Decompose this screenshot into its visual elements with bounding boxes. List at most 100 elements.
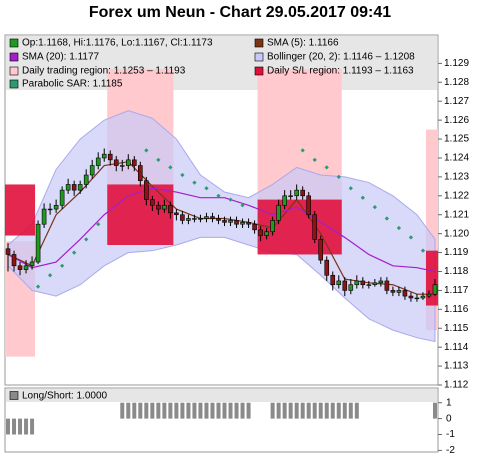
candle-body xyxy=(119,165,125,167)
legend-label: SMA (20): 1.1177 xyxy=(22,52,100,63)
long-short-bar xyxy=(222,402,227,419)
legend-label: Daily trading region: 1.1253 – 1.1193 xyxy=(22,66,186,77)
candle-body xyxy=(29,261,35,267)
sar-dot xyxy=(240,203,245,208)
long-short-bar xyxy=(288,402,293,419)
candle-body xyxy=(162,204,167,210)
candle-body xyxy=(204,216,209,219)
sar-dot xyxy=(156,157,161,162)
long-short-bar xyxy=(312,402,317,419)
long-short-bar xyxy=(180,402,185,419)
long-short-bar xyxy=(192,402,197,419)
y-tick-label: 1.128 xyxy=(444,77,469,88)
candle-body xyxy=(174,212,179,216)
legend-swatch xyxy=(9,79,19,89)
candle-body xyxy=(318,239,324,261)
y-tick-label: 1.113 xyxy=(444,361,469,372)
sar-dot xyxy=(360,195,365,200)
y-tick-label: -1 xyxy=(446,429,455,440)
long-short-bar xyxy=(198,402,203,419)
candle-body xyxy=(144,180,149,200)
y-tick-label: 1.127 xyxy=(444,96,469,107)
candle-body xyxy=(306,195,312,216)
candle-body xyxy=(192,218,197,220)
long-short-bar xyxy=(18,418,23,435)
bollinger-band xyxy=(7,110,436,343)
sar-dot xyxy=(336,174,341,180)
y-tick-label: 1.115 xyxy=(444,323,469,334)
candle-body xyxy=(402,290,408,297)
candle-body xyxy=(222,220,227,223)
panel-title: Long/Short: 1.0000 xyxy=(22,391,108,402)
sar-dot xyxy=(84,237,89,242)
long-short-bar xyxy=(216,402,221,419)
region xyxy=(107,184,174,245)
long-short-bar xyxy=(24,418,29,435)
candle-body xyxy=(234,220,239,225)
long-short-bar xyxy=(306,402,311,419)
long-short-bar xyxy=(324,402,329,419)
candle-body xyxy=(101,153,107,159)
long-short-bar xyxy=(12,418,17,435)
long-short-bar xyxy=(30,418,35,435)
long-short-bar xyxy=(276,402,281,419)
y-tick-label: 1.119 xyxy=(444,247,469,258)
y-tick-label: 1.121 xyxy=(444,209,469,220)
legend-box xyxy=(6,36,437,90)
long-short-bar xyxy=(342,402,347,419)
y-tick-label: 1.112 xyxy=(444,380,469,391)
y-tick-label: 0 xyxy=(446,413,452,424)
candle-body xyxy=(348,284,354,291)
candle-body xyxy=(276,204,281,221)
long-short-bar xyxy=(282,402,287,419)
sar-dot xyxy=(192,180,197,185)
candle-body xyxy=(366,284,372,286)
plot xyxy=(5,69,438,357)
y-tick-label: 1.126 xyxy=(444,115,469,126)
long-short-bar xyxy=(150,402,155,419)
sar-dot xyxy=(324,165,329,170)
candle-body xyxy=(186,218,191,221)
long-short-bar xyxy=(330,402,335,419)
long-short-bar xyxy=(138,402,143,419)
candle-body xyxy=(264,231,269,236)
candle-body xyxy=(138,165,143,181)
candle-body xyxy=(330,274,336,286)
legend-swatch xyxy=(9,391,19,400)
legend-label: Parabolic SAR: 1.1185 xyxy=(22,79,123,90)
long-short-bar xyxy=(204,402,209,419)
y-tick-label: 1.118 xyxy=(444,266,469,277)
sar-dot xyxy=(312,157,317,162)
long-short-bar xyxy=(156,402,161,419)
y-tick-label: 1 xyxy=(446,397,452,408)
candle-body xyxy=(17,265,23,270)
candle-body xyxy=(228,220,233,223)
candle-body xyxy=(150,199,155,206)
sar-dot xyxy=(228,197,233,202)
long-short-bar xyxy=(144,402,149,419)
candle-body xyxy=(408,295,414,299)
candle-body xyxy=(59,189,65,206)
long-short-bar xyxy=(126,402,131,419)
candle-body xyxy=(11,254,17,267)
panel-header xyxy=(6,389,437,402)
sar-dot xyxy=(372,205,377,210)
sar-dot xyxy=(420,248,426,253)
candle-body xyxy=(246,221,251,225)
sma-line xyxy=(7,187,436,273)
long-short-bar xyxy=(210,402,215,419)
candle-body xyxy=(107,153,113,161)
candle-body xyxy=(83,174,89,185)
candle-body xyxy=(294,189,299,197)
y-tick-label: 1.116 xyxy=(444,304,469,315)
sar-dot xyxy=(396,225,402,231)
candle-body xyxy=(336,280,342,286)
candle-body xyxy=(41,208,47,225)
candle-body xyxy=(131,159,137,166)
legend-swatch xyxy=(254,66,264,76)
region xyxy=(5,184,36,236)
long-short-bar xyxy=(6,418,11,435)
legend-swatch xyxy=(254,52,264,62)
region xyxy=(425,250,438,306)
